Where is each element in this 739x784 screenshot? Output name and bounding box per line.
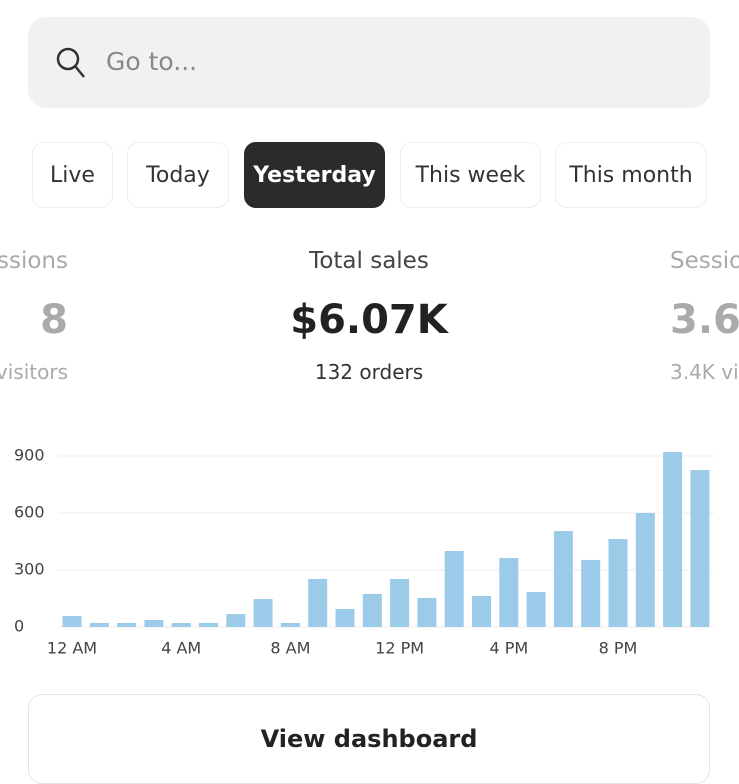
stat-sub: 132 orders bbox=[314, 360, 424, 384]
page: Go to... Live Today Yesterday This week This… bbox=[0, 17, 739, 784]
stat-label: ssions bbox=[0, 248, 68, 274]
view-dashboard-button[interactable]: View dashboard bbox=[28, 694, 710, 784]
bar bbox=[362, 593, 382, 627]
x-tick-label: 4 AM bbox=[161, 639, 201, 658]
stat-sub: 3.4K vi bbox=[670, 360, 739, 384]
stat-label: Total sales bbox=[309, 248, 429, 274]
tab[interactable]: Yesterday bbox=[244, 142, 385, 208]
bar bbox=[199, 623, 218, 627]
bar bbox=[253, 599, 273, 627]
y-tick-label: 600 bbox=[14, 503, 45, 522]
bar bbox=[335, 608, 355, 627]
tab[interactable]: This week bbox=[400, 142, 541, 208]
search-box[interactable]: Go to... bbox=[28, 17, 710, 108]
bar bbox=[390, 578, 410, 627]
bar bbox=[117, 623, 137, 627]
x-tick-label: 12 AM bbox=[47, 639, 97, 658]
bar bbox=[417, 597, 437, 627]
y-tick-label: 300 bbox=[14, 560, 45, 579]
x-tick-label: 8 AM bbox=[270, 639, 310, 658]
bar bbox=[690, 470, 710, 627]
bar bbox=[608, 539, 628, 627]
stat-sub: visitors bbox=[0, 360, 68, 384]
x-tick-label: 4 PM bbox=[489, 639, 528, 658]
stat-value: 8 bbox=[40, 297, 68, 343]
bar bbox=[581, 559, 601, 627]
bar bbox=[226, 614, 246, 627]
bar bbox=[171, 623, 191, 627]
tab[interactable]: Today bbox=[127, 142, 229, 208]
tab[interactable]: This month bbox=[555, 142, 707, 208]
bar bbox=[472, 596, 491, 627]
bar bbox=[663, 452, 683, 627]
stat-value: $6.07K bbox=[290, 297, 448, 343]
bar bbox=[144, 619, 164, 627]
bar bbox=[308, 578, 328, 627]
x-tick-label: 8 PM bbox=[599, 639, 638, 658]
bar bbox=[553, 531, 573, 627]
x-tick-label: 12 PM bbox=[375, 639, 424, 658]
y-tick-label: 900 bbox=[14, 446, 45, 465]
bar bbox=[499, 558, 519, 627]
search-icon bbox=[56, 47, 85, 78]
bar bbox=[444, 551, 464, 627]
chart: 0 300 600 900 12 AM 4 AM 8 AM 12 PM 4 PM 8 PM bbox=[14, 446, 714, 658]
stat-value: 3.67 bbox=[670, 297, 739, 343]
stat-label: Sessio bbox=[670, 248, 739, 274]
search-placeholder: Go to... bbox=[106, 47, 198, 76]
bar bbox=[280, 623, 300, 627]
y-tick-label: 0 bbox=[14, 617, 24, 636]
bar bbox=[526, 592, 546, 627]
bar bbox=[62, 615, 82, 627]
bar bbox=[635, 513, 655, 627]
bar bbox=[89, 623, 109, 627]
tab[interactable]: Live bbox=[32, 142, 113, 208]
